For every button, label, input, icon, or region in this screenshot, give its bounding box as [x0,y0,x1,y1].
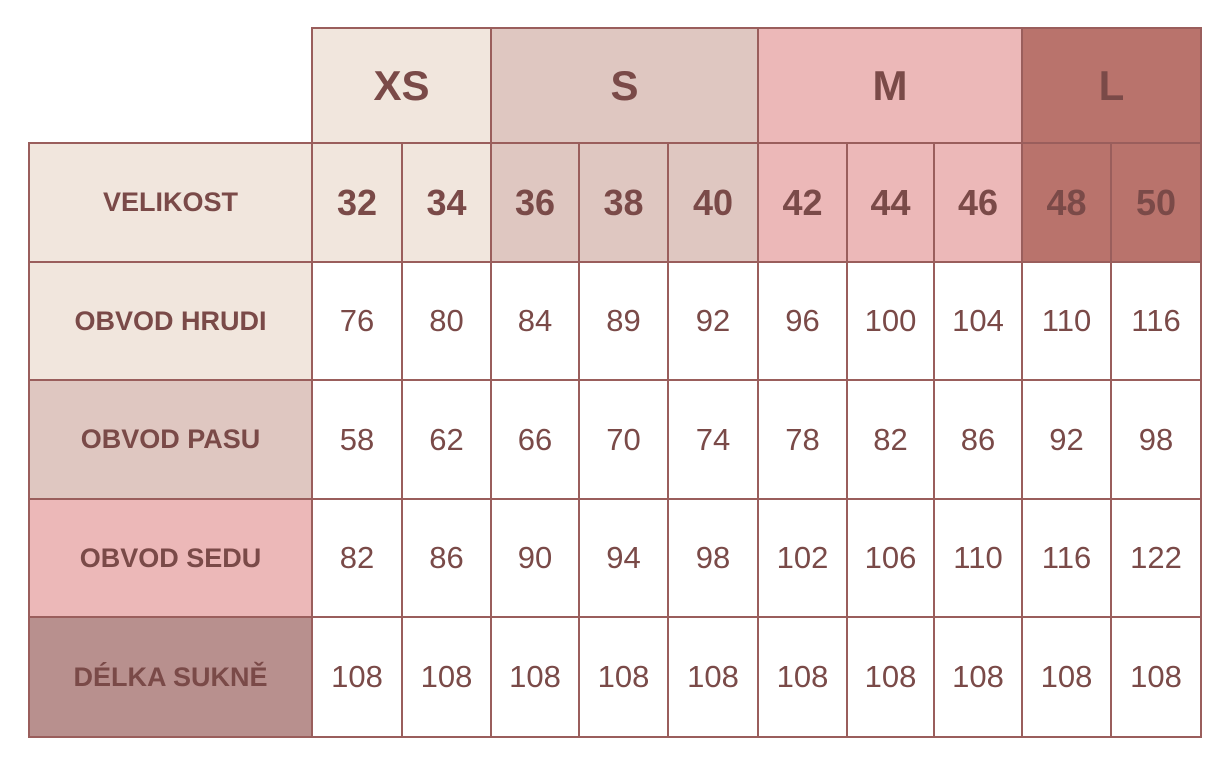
size-number: 38 [578,142,669,263]
size-number: 40 [667,142,759,263]
measurement: 70 [578,379,669,500]
measurement: 92 [667,261,759,381]
measurement: 110 [1021,261,1112,381]
size-group: S [490,27,759,144]
measurement: 86 [933,379,1023,500]
measurement: 102 [757,498,848,618]
size-group: XS [311,27,492,144]
measurement: 58 [311,379,403,500]
measurement: 108 [311,616,403,738]
measurement: 104 [933,261,1023,381]
measurement: 94 [578,498,669,618]
row-label: DÉLKA SUKNĚ [28,616,313,738]
measurement: 108 [401,616,492,738]
measurement: 82 [846,379,935,500]
size-number: 44 [846,142,935,263]
measurement: 108 [1110,616,1202,738]
measurement: 110 [933,498,1023,618]
measurement: 108 [933,616,1023,738]
measurement: 74 [667,379,759,500]
measurement: 82 [311,498,403,618]
measurement: 108 [846,616,935,738]
measurement: 84 [490,261,580,381]
measurement: 76 [311,261,403,381]
row-label: OBVOD PASU [28,379,313,500]
size-number: 34 [401,142,492,263]
measurement: 66 [490,379,580,500]
measurement: 108 [1021,616,1112,738]
measurement: 78 [757,379,848,500]
measurement: 106 [846,498,935,618]
measurement: 90 [490,498,580,618]
measurement: 108 [667,616,759,738]
row-label: OBVOD SEDU [28,498,313,618]
size-number: 36 [490,142,580,263]
measurement: 98 [1110,379,1202,500]
size-number: 48 [1021,142,1112,263]
measurement: 108 [757,616,848,738]
measurement: 116 [1110,261,1202,381]
measurement: 96 [757,261,848,381]
measurement: 92 [1021,379,1112,500]
size-number: 42 [757,142,848,263]
measurement: 89 [578,261,669,381]
measurement: 122 [1110,498,1202,618]
measurement: 62 [401,379,492,500]
measurement: 80 [401,261,492,381]
size-number: 50 [1110,142,1202,263]
size-group: M [757,27,1023,144]
size-group: L [1021,27,1202,144]
row-label: OBVOD HRUDI [28,261,313,381]
measurement: 98 [667,498,759,618]
measurement: 116 [1021,498,1112,618]
corner-label: VELIKOST [28,142,313,263]
size-number: 32 [311,142,403,263]
measurement: 86 [401,498,492,618]
size-number: 46 [933,142,1023,263]
measurement: 108 [578,616,669,738]
measurement: 100 [846,261,935,381]
measurement: 108 [490,616,580,738]
